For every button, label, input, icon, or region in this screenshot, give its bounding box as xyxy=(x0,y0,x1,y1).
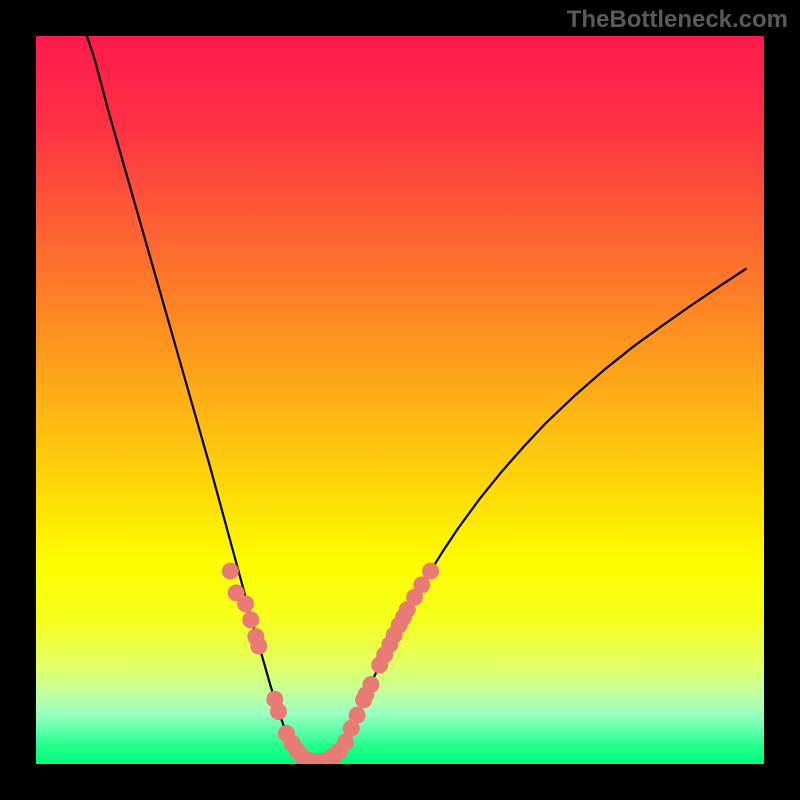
watermark-label: TheBottleneck.com xyxy=(567,6,788,34)
chart-frame: TheBottleneck.com xyxy=(0,0,800,800)
scatter-point xyxy=(237,595,254,612)
scatter-point xyxy=(362,676,379,693)
scatter-point xyxy=(422,563,439,580)
scatter-point xyxy=(222,563,239,580)
scatter-point xyxy=(270,703,287,720)
gpu-scatter-points xyxy=(36,36,764,764)
scatter-point xyxy=(242,611,259,628)
plot-area xyxy=(36,36,764,764)
scatter-point xyxy=(349,707,366,724)
scatter-point xyxy=(250,638,267,655)
